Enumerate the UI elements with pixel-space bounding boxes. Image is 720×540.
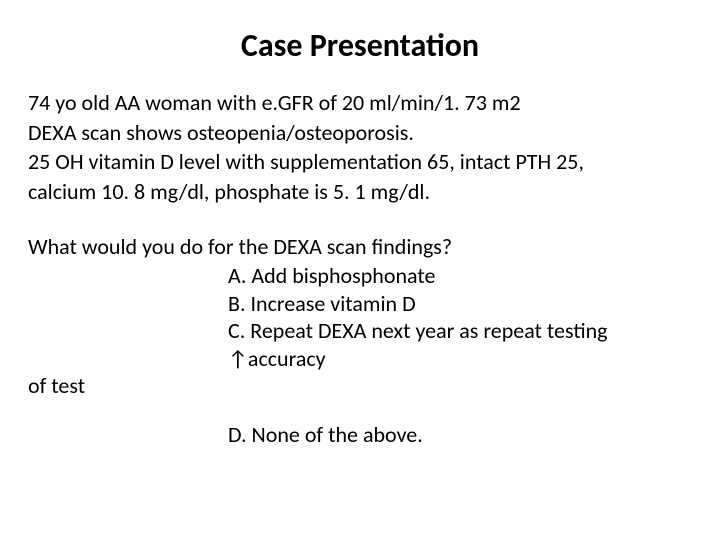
option-d: D. None of the above. xyxy=(28,421,692,448)
case-line-4: calcium 10. 8 mg/dl, phosphate is 5. 1 m… xyxy=(28,178,692,206)
slide-title: Case Presentation xyxy=(28,26,692,65)
case-block: 74 yo old AA woman with e.GFR of 20 ml/m… xyxy=(28,89,692,205)
option-c-continuation: of test xyxy=(28,372,692,399)
case-line-1: 74 yo old AA woman with e.GFR of 20 ml/m… xyxy=(28,89,692,117)
slide-container: Case Presentation 74 yo old AA woman wit… xyxy=(0,0,720,540)
question-block: What would you do for the DEXA scan find… xyxy=(28,233,692,448)
case-line-2: DEXA scan shows osteopenia/osteoporosis. xyxy=(28,119,692,147)
option-a: A. Add bisphosphonate xyxy=(228,262,692,290)
option-b: B. Increase vitamin D xyxy=(228,290,692,318)
option-c: C. Repeat DEXA next year as repeat testi… xyxy=(228,317,692,372)
question-text: What would you do for the DEXA scan find… xyxy=(28,233,692,260)
case-line-3: 25 OH vitamin D level with supplementati… xyxy=(28,148,692,176)
options-list: A. Add bisphosphonate B. Increase vitami… xyxy=(28,262,692,372)
